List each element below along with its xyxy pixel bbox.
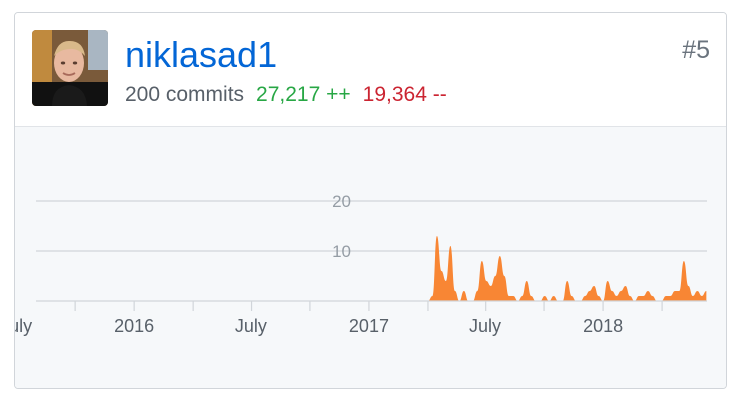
y-tick-label: 20	[332, 192, 351, 211]
avatar[interactable]	[32, 30, 108, 106]
x-tick-label: 2017	[349, 316, 389, 336]
y-tick-label: 10	[332, 242, 351, 261]
x-tick-label: July	[235, 316, 267, 336]
additions-count: 27,217 ++	[256, 83, 351, 106]
username-link[interactable]: niklasad1	[125, 34, 278, 75]
x-tick-label: July	[15, 316, 32, 336]
rank-label: #5	[682, 36, 710, 64]
x-tick-label: 2018	[583, 316, 623, 336]
contribution-stats: 200 commits 27,217 ++ 19,364 --	[125, 81, 447, 109]
commits-count[interactable]: 200 commits	[125, 83, 245, 106]
contributor-card: niklasad1 #5 200 commits 27,217 ++ 19,364 …	[14, 12, 727, 389]
deletions-count: 19,364 --	[362, 83, 447, 106]
commit-activity-chart: 10 20 July 2016 July 2017 July 2018	[15, 127, 726, 388]
contributor-header: niklasad1 #5 200 commits 27,217 ++ 19,364 …	[15, 13, 726, 127]
commit-area	[427, 236, 707, 301]
avatar-image	[32, 30, 108, 106]
chart-svg: 10 20 July 2016 July 2017 July 2018	[15, 192, 707, 336]
x-tick-label: July	[469, 316, 501, 336]
x-tick-label: 2016	[114, 316, 154, 336]
